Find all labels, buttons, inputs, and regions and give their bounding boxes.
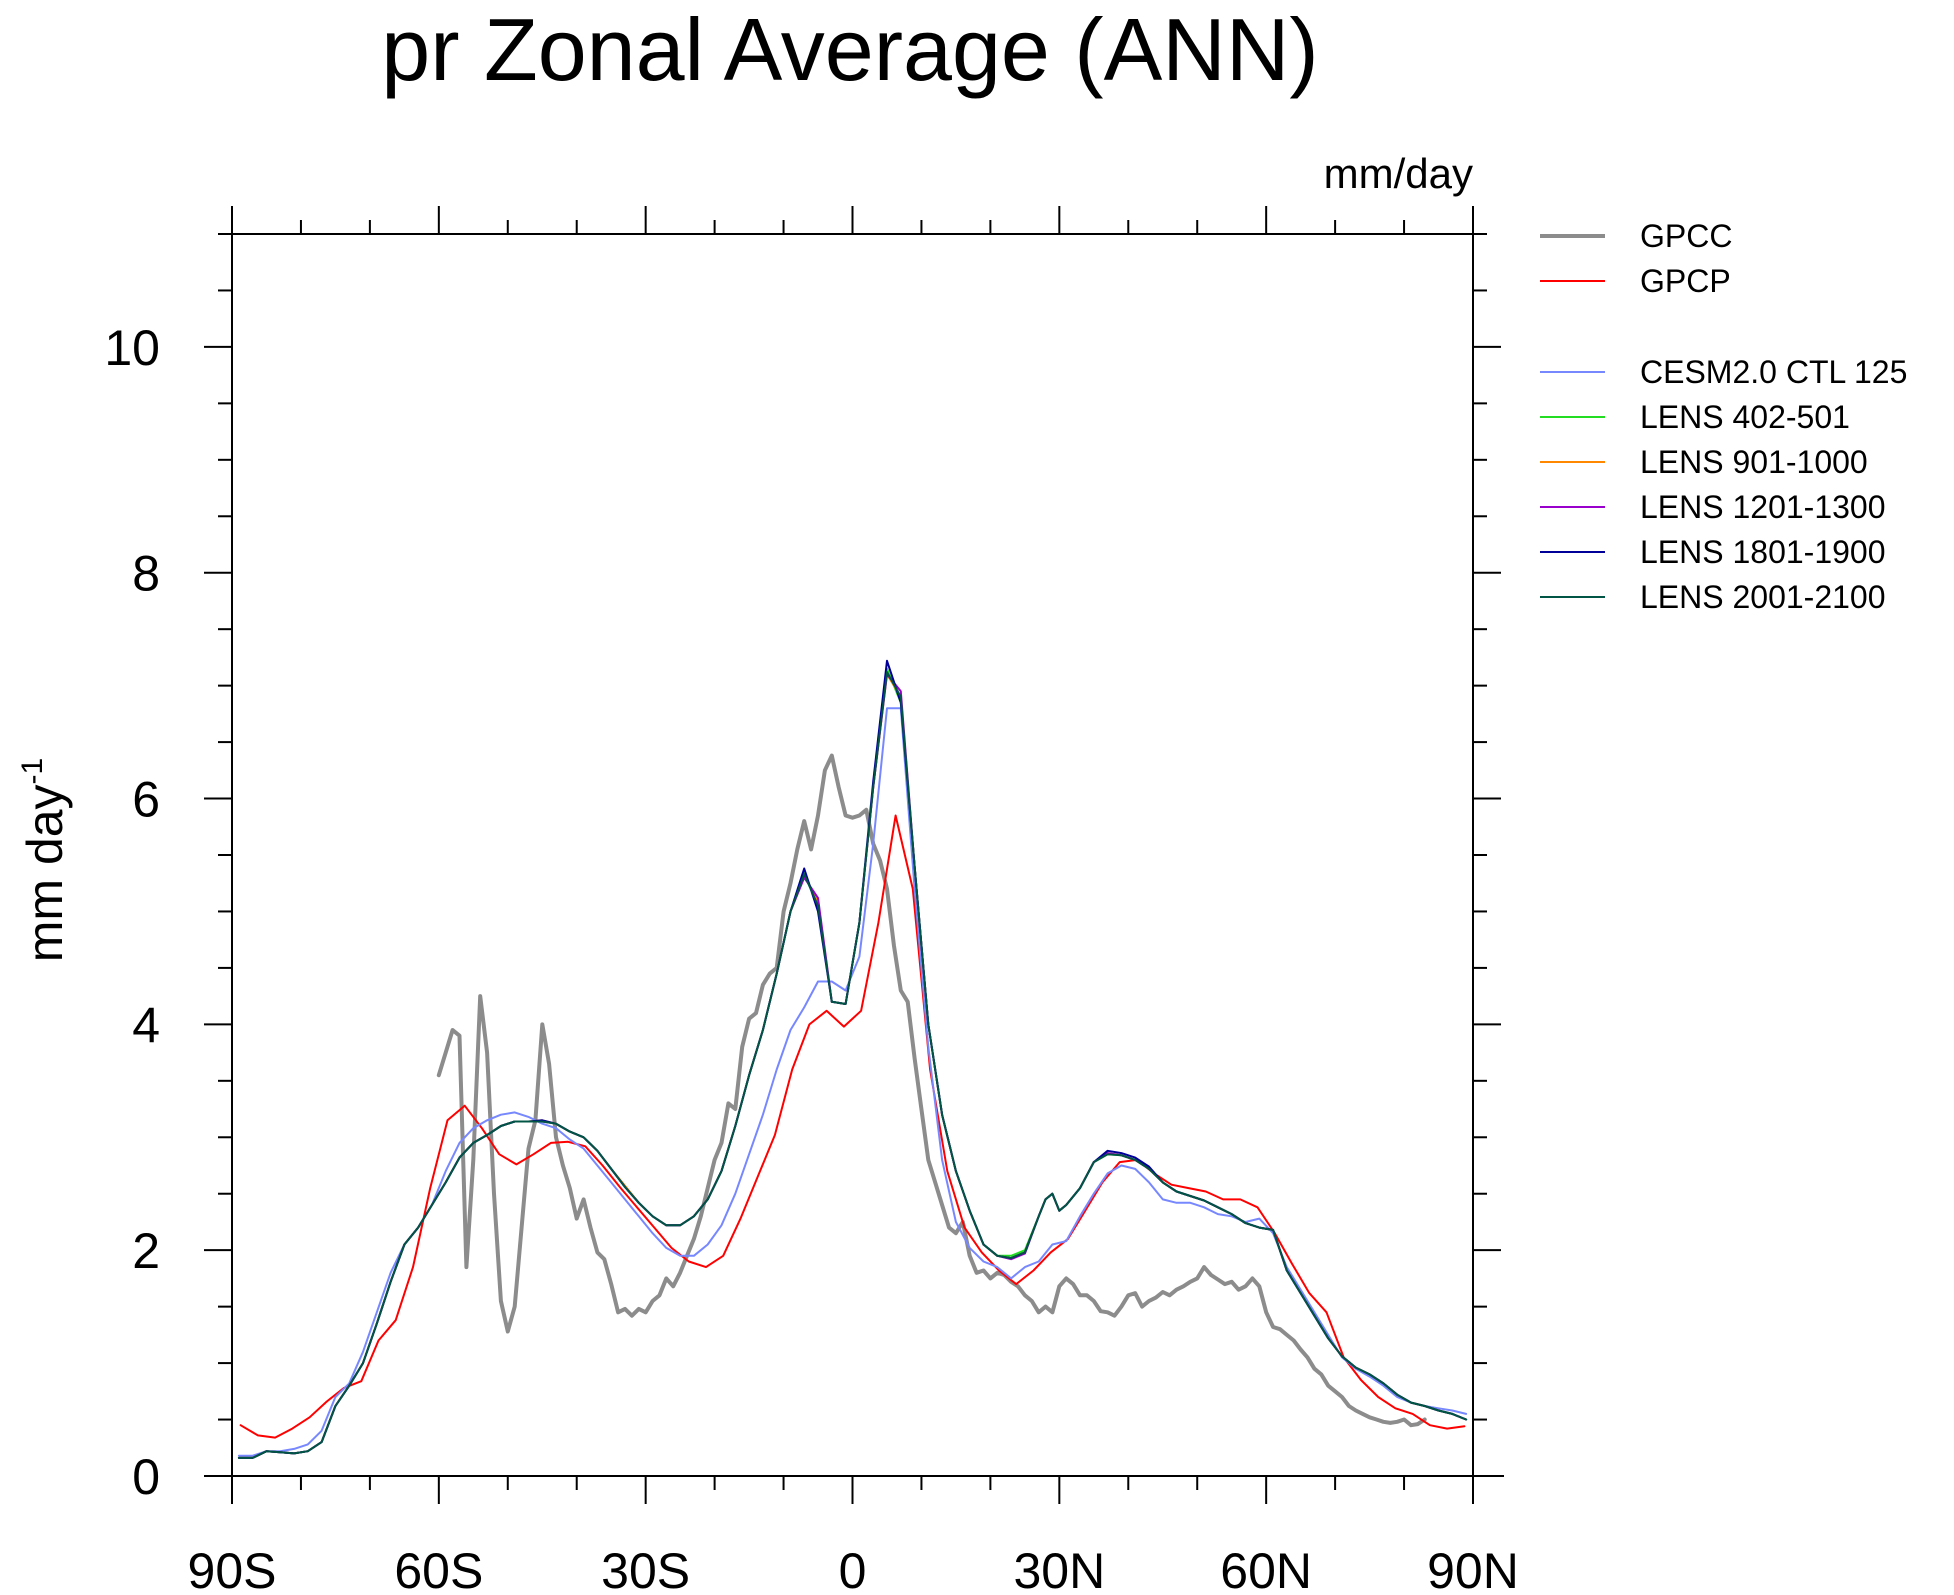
- legend-label-lens-1201-1300: LENS 1201-1300: [1640, 489, 1886, 525]
- legend-label-lens-1801-1900: LENS 1801-1900: [1640, 534, 1886, 570]
- y-tick-label: 10: [104, 320, 160, 376]
- legend-label-gpcc: GPCC: [1640, 218, 1732, 254]
- plot-layer: 90S 60S 30S 0 30N 60N 90N 0 2 4 6 8 10: [104, 206, 1519, 1595]
- legend-label-gpcp: GPCP: [1640, 263, 1731, 299]
- legend-label-lens-2001-2100: LENS 2001-2100: [1640, 579, 1886, 615]
- y-axis-label-main: mm day: [17, 784, 73, 962]
- legend-label-cesm2-0-ctl-125: CESM2.0 CTL 125: [1640, 354, 1907, 390]
- x-tick-label: 90S: [188, 1543, 277, 1595]
- series-line-lens-901-1000: [237, 673, 1468, 1459]
- series-line-lens-2001-2100: [237, 671, 1468, 1459]
- y-tick-label: 6: [132, 772, 160, 828]
- y-tick-label: 8: [132, 546, 160, 602]
- series-line-gpcc: [436, 753, 1427, 1428]
- x-tick-label: 60S: [394, 1543, 483, 1595]
- series-line-lens-402-501: [237, 667, 1468, 1459]
- legend: GPCC GPCP CESM2.0 CTL 125 LENS 402-501 LENS …: [1540, 218, 1907, 615]
- x-tick-label: 90N: [1427, 1543, 1519, 1595]
- legend-label-lens-901-1000: LENS 901-1000: [1640, 444, 1868, 480]
- y-tick-label: 4: [132, 997, 160, 1053]
- x-tick-label: 30S: [601, 1543, 690, 1595]
- legend-label-lens-402-501: LENS 402-501: [1640, 399, 1850, 435]
- x-tick-label: 60N: [1220, 1543, 1312, 1595]
- series-line-lens-1201-1300: [237, 673, 1468, 1459]
- chart-title: pr Zonal Average (ANN): [381, 0, 1318, 99]
- series-line-gpcp: [239, 814, 1466, 1439]
- y-tick-label: 2: [132, 1223, 160, 1279]
- units-label: mm/day: [1324, 150, 1473, 197]
- y-tick-label: 0: [132, 1449, 160, 1505]
- x-tick-label: 0: [839, 1543, 867, 1595]
- y-axis-label-superscript: -1: [16, 758, 49, 785]
- y-axis-label: mm day-1: [16, 758, 73, 963]
- x-tick-label: 30N: [1013, 1543, 1105, 1595]
- series-line-lens-1801-1900: [237, 659, 1468, 1459]
- series-line-cesm2-0-ctl-125: [237, 707, 1468, 1457]
